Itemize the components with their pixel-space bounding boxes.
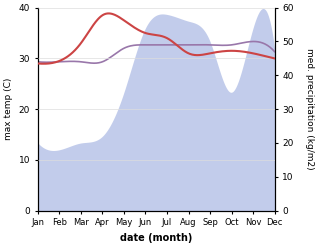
Y-axis label: max temp (C): max temp (C) (4, 78, 13, 140)
X-axis label: date (month): date (month) (120, 233, 192, 243)
Y-axis label: med. precipitation (kg/m2): med. precipitation (kg/m2) (305, 48, 314, 170)
